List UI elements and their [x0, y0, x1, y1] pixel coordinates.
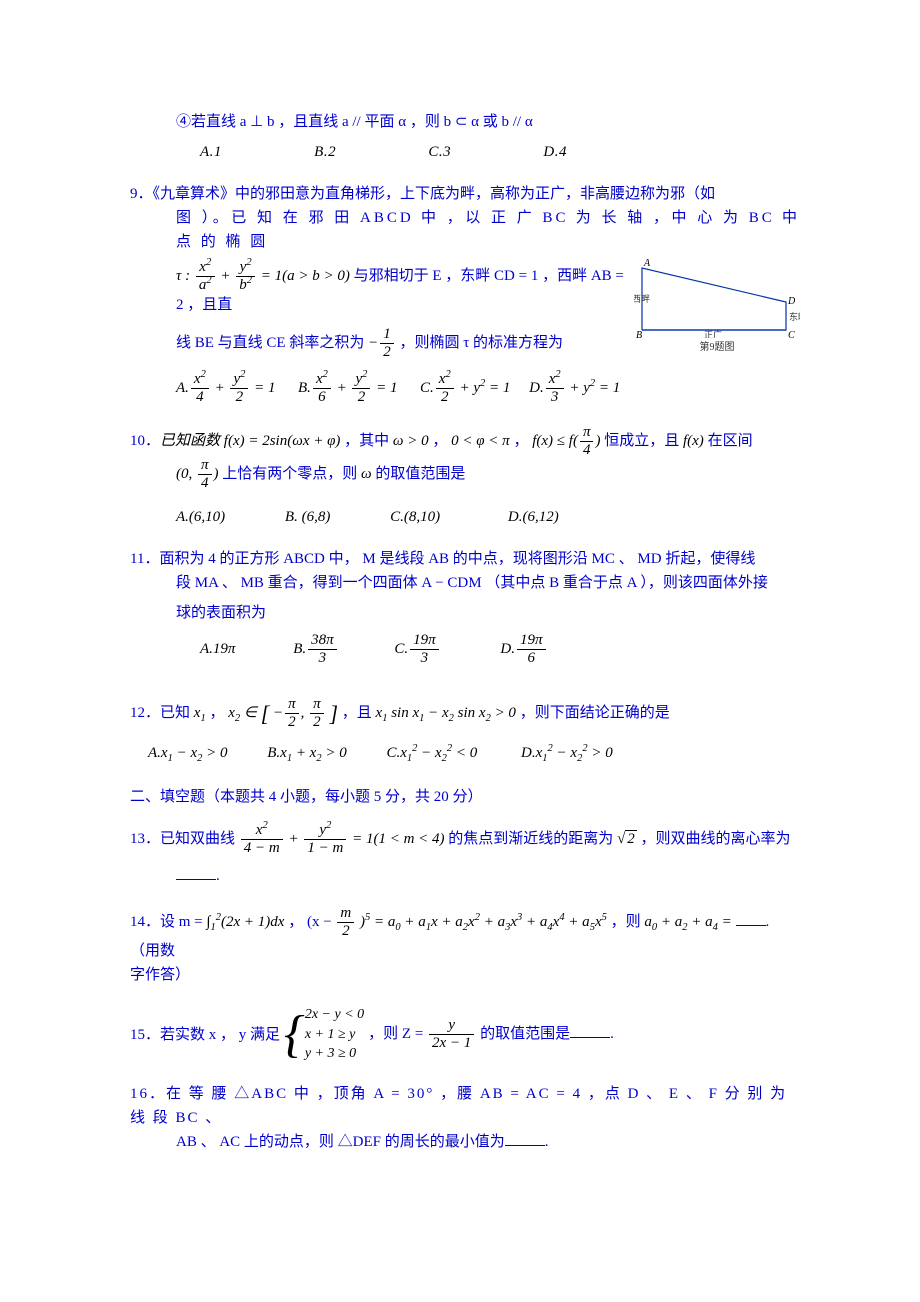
q10-line1: 10．已知函数 f(x) = 2sin(ωx + φ) ，其中 ω > 0 ， …	[130, 425, 800, 458]
svg-text:西畔: 西畔	[634, 293, 650, 304]
q9-line1b: 图 ）。已 知 在 邪 田 ABCD 中 ，以 正 广 BC 为 长 轴 ，中 …	[176, 206, 800, 254]
q11-opt-B: B.38π3	[293, 641, 338, 657]
interval: [	[261, 696, 270, 731]
q16-line2: AB 、 AC 上的动点，则 △DEF 的周长的最小值为.	[176, 1130, 800, 1154]
q12-opt-D: D.x12 − x22 > 0	[521, 745, 613, 761]
q9-text1a: 《九章算术》中的邪田意为直角梯形，上下底为畔，高称为正广，非高腰边称为邪（如	[153, 186, 716, 202]
q8-statement4-text: ④若直线 a ⊥ b ，且直线 a // 平面 α ，则 b ⊂ α 或 b /…	[176, 114, 533, 130]
q12-opt-A: A.x1 − x2 > 0	[148, 745, 227, 761]
q8-statement4: ④若直线 a ⊥ b ，且直线 a // 平面 α ，则 b ⊂ α 或 b /…	[176, 110, 800, 134]
q9-figure: A D B C 西畔 东畔 正广 第9题图	[634, 254, 800, 356]
svg-text:A: A	[643, 258, 651, 269]
q9-opt-C: C.x22 + y2 = 1	[420, 380, 510, 396]
q10-opt-D: D.(6,12)	[508, 509, 559, 525]
q11-line1: 11．面积为 4 的正方形 ABCD 中， M 是线段 AB 的中点，现将图形沿…	[130, 547, 800, 571]
q14-line2: 字作答）	[130, 963, 800, 987]
question-8-partial: ④若直线 a ⊥ b ，且直线 a // 平面 α ，则 b ⊂ α 或 b /…	[130, 110, 800, 164]
q11-options: A.19π B.38π3 C.19π3 D.19π6	[200, 633, 800, 666]
question-11: 11．面积为 4 的正方形 ABCD 中， M 是线段 AB 的中点，现将图形沿…	[130, 547, 800, 666]
q16-line1: 16．在 等 腰 △ABC 中 ，顶角 A = 30° ，腰 AB = AC =…	[130, 1082, 800, 1130]
constraint-brace: { 2x − y < 0 x + 1 ≥ y y + 3 ≥ 0	[284, 1005, 364, 1064]
question-10: 10．已知函数 f(x) = 2sin(ωx + φ) ，其中 ω > 0 ， …	[130, 425, 800, 529]
q12-opt-C: C.x12 − x22 < 0	[386, 745, 477, 761]
question-13: 13．已知双曲线 x24 − m + y21 − m = 1(1 < m < 4…	[130, 823, 800, 888]
question-12: 12．已知 x1 ， x2 ∈ [ −π2, π2 ] ，且 x1 sin x1…	[130, 696, 800, 765]
q11-line3: 球的表面积为	[176, 601, 800, 625]
q8-options: A.1 B.2 C.3 D.4	[200, 140, 800, 164]
svg-text:东畔: 东畔	[789, 311, 800, 322]
q11-line2: 段 MA 、 MB 重合，得到一个四面体 A − CDM （其中点 B 重合于点…	[176, 571, 800, 595]
q9-opt-B: B.x26 + y22 = 1	[298, 380, 398, 396]
q8-opt-A: A.1	[200, 140, 266, 164]
question-15: 15．若实数 x ， y 满足 { 2x − y < 0 x + 1 ≥ y y…	[130, 1005, 800, 1064]
q9-options: A.x24 + y22 = 1 B.x26 + y22 = 1 C.x22 + …	[176, 372, 800, 405]
q12-line1: 12．已知 x1 ， x2 ∈ [ −π2, π2 ] ，且 x1 sin x1…	[130, 696, 800, 731]
q13-line1: 13．已知双曲线 x24 − m + y21 − m = 1(1 < m < 4…	[130, 823, 800, 856]
q10-line2: (0, π4) 上恰有两个零点，则 ω 的取值范围是	[176, 458, 800, 491]
section2-heading: 二、填空题（本题共 4 小题，每小题 5 分，共 20 分）	[130, 785, 800, 809]
q10-opt-B: B. (6,8)	[285, 509, 330, 525]
q9-opt-D: D.x23 + y2 = 1	[529, 380, 620, 396]
svg-text:D: D	[787, 296, 796, 307]
q8-opt-B: B.2	[314, 140, 380, 164]
q15-line: 15．若实数 x ， y 满足 { 2x − y < 0 x + 1 ≥ y y…	[130, 1005, 800, 1064]
q8-opt-D: D.4	[543, 140, 611, 164]
svg-text:B: B	[636, 330, 642, 338]
q14-line1: 14．设 m = ∫12(2x + 1)dx ， (x − m2 )5 = a0…	[130, 906, 800, 963]
q11-opt-D: D.19π6	[500, 641, 547, 657]
question-16: 16．在 等 腰 △ABC 中 ，顶角 A = 30° ，腰 AB = AC =…	[130, 1082, 800, 1154]
trapezoid-diagram: A D B C 西畔 东畔 正广	[634, 254, 800, 338]
q13-blank: .	[176, 864, 800, 888]
q12-opt-B: B.x1 + x2 > 0	[267, 745, 346, 761]
q9-opt-A: A.x24 + y22 = 1	[176, 380, 276, 396]
q11-opt-C: C.19π3	[394, 641, 440, 657]
q8-opt-C: C.3	[428, 140, 495, 164]
q9-number: 9．	[130, 186, 153, 202]
q12-options: A.x1 − x2 > 0 B.x1 + x2 > 0 C.x12 − x22 …	[148, 741, 800, 765]
svg-text:C: C	[788, 330, 795, 338]
question-9: 9．《九章算术》中的邪田意为直角梯形，上下底为畔，高称为正广，非高腰边称为邪（如…	[130, 182, 800, 405]
question-14: 14．设 m = ∫12(2x + 1)dx ， (x − m2 )5 = a0…	[130, 906, 800, 987]
q10-opt-A: A.(6,10)	[176, 509, 225, 525]
q9-line1: 9．《九章算术》中的邪田意为直角梯形，上下底为畔，高称为正广，非高腰边称为邪（如	[130, 182, 800, 206]
q11-opt-A: A.19π	[200, 641, 235, 657]
q10-opt-C: C.(8,10)	[390, 509, 440, 525]
q9-tau: τ :	[176, 268, 190, 284]
q9-figure-caption: 第9题图	[634, 340, 800, 356]
svg-text:正广: 正广	[704, 329, 722, 338]
q10-options: A.(6,10) B. (6,8) C.(8,10) D.(6,12)	[176, 505, 800, 529]
